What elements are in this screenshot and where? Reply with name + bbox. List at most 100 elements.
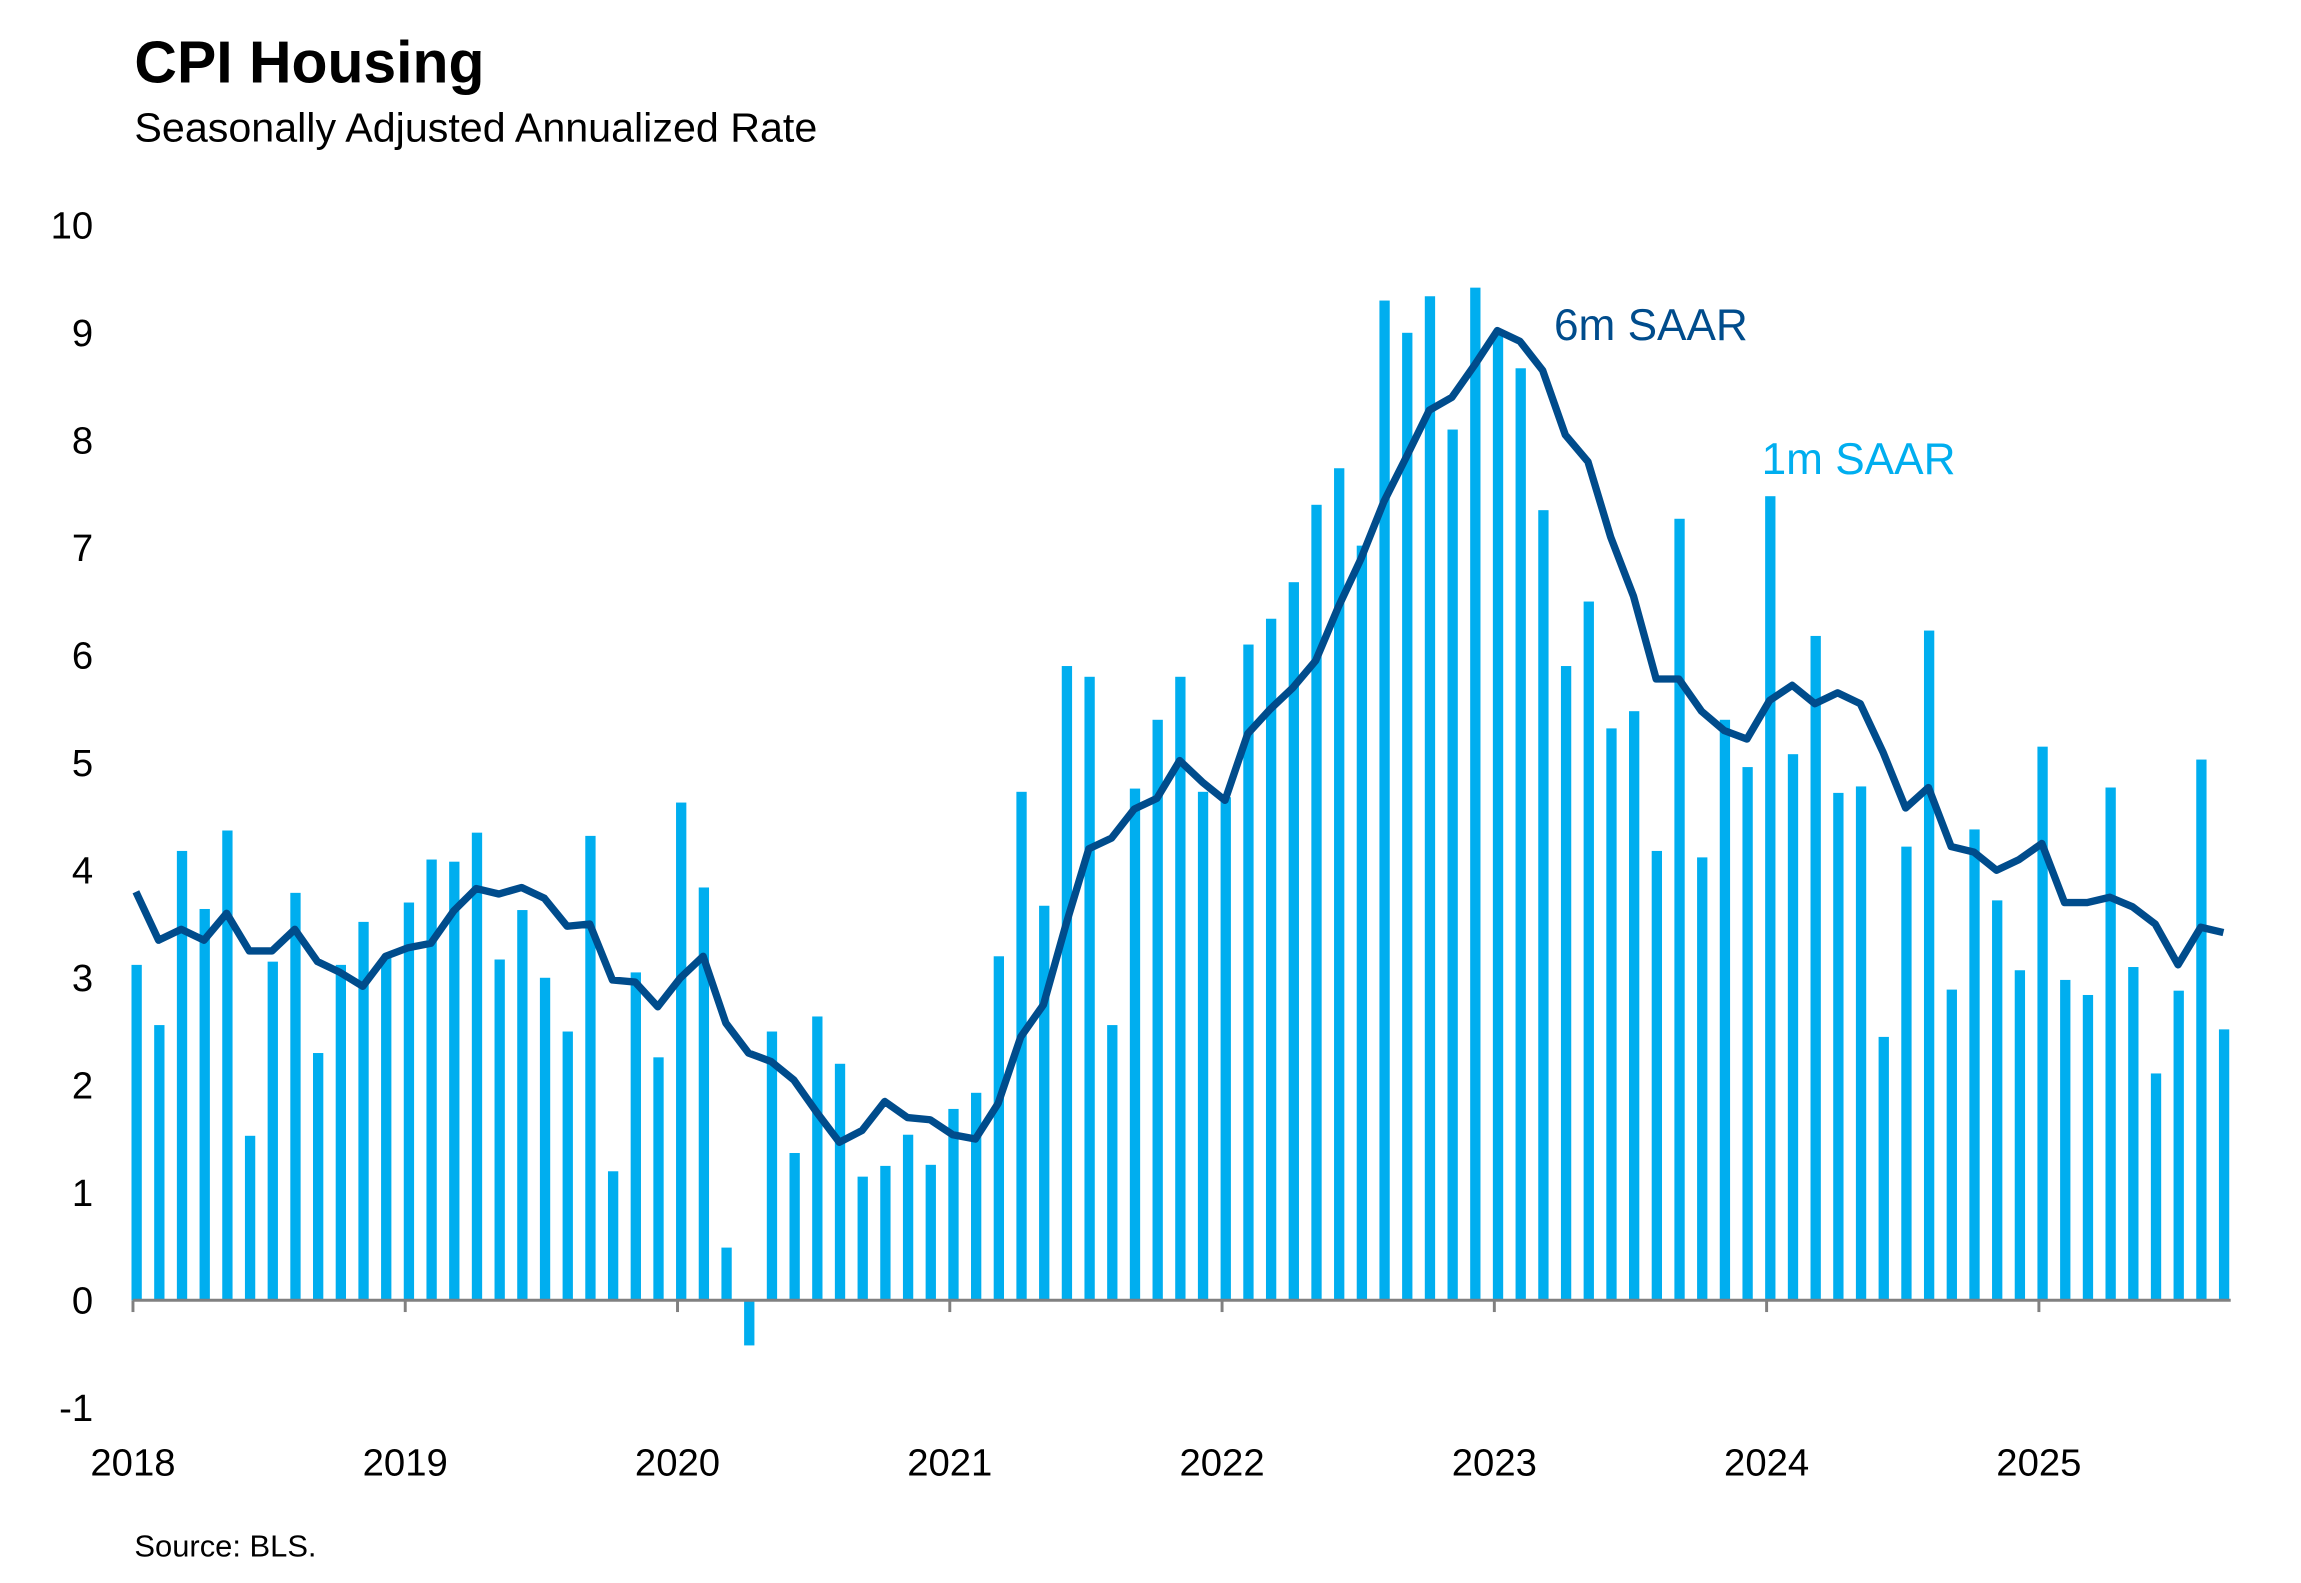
x-tick-label: 2018 xyxy=(90,1442,175,1485)
bar-1m-saar xyxy=(222,830,233,1301)
bar-1m-saar xyxy=(1039,905,1050,1301)
bar-1m-saar xyxy=(2105,787,2116,1301)
bar-1m-saar xyxy=(1719,719,1731,1301)
bar-1m-saar xyxy=(2014,970,2026,1301)
chart-subtitle: Seasonally Adjusted Annualized Rate xyxy=(134,104,817,150)
line-6m-saar xyxy=(132,326,2225,1146)
bar-1m-saar xyxy=(1810,635,1821,1301)
y-tick-label: 1 xyxy=(72,1172,93,1215)
bar-1m-saar xyxy=(267,961,278,1301)
bar-1m-saar xyxy=(789,1152,800,1301)
bar-1m-saar xyxy=(199,908,210,1301)
bar-1m-saar xyxy=(1629,711,1640,1301)
bar-1m-saar xyxy=(471,832,483,1301)
bar-1m-saar xyxy=(1742,767,1753,1301)
bar-1m-saar xyxy=(244,1135,256,1301)
source-note: Source: BLS. xyxy=(134,1528,316,1563)
bar-1m-saar xyxy=(1606,728,1617,1301)
bar-1m-saar xyxy=(1175,676,1186,1301)
bar-1m-saar xyxy=(857,1176,868,1301)
bar-1m-saar xyxy=(812,1016,823,1301)
y-tick-label: 9 xyxy=(72,312,93,355)
bar-1m-saar xyxy=(607,1171,619,1301)
bar-1m-saar xyxy=(313,1053,324,1301)
bar-1m-saar xyxy=(1061,666,1073,1301)
bar-1m-saar xyxy=(1220,797,1231,1301)
bar-1m-saar xyxy=(971,1092,982,1301)
bar-1m-saar xyxy=(1833,792,1844,1301)
y-tick-label: 2 xyxy=(72,1065,93,1108)
bar-1m-saar xyxy=(1787,754,1799,1301)
bar-1m-saar xyxy=(494,959,505,1301)
bar-1m-saar xyxy=(1288,582,1299,1301)
bar-1m-saar xyxy=(1515,368,1526,1301)
bar-1m-saar xyxy=(154,1025,165,1301)
bar-1m-saar xyxy=(1946,989,1957,1301)
bars-1m-saar xyxy=(131,287,2230,1346)
bar-1m-saar xyxy=(1992,900,2003,1301)
bar-1m-saar xyxy=(426,859,437,1301)
x-tick-label: 2023 xyxy=(1452,1442,1537,1485)
y-tick-label: 10 xyxy=(51,205,94,248)
bar-1m-saar xyxy=(653,1057,664,1301)
y-tick-label: 3 xyxy=(72,957,93,1000)
bar-1m-saar xyxy=(1152,719,1163,1301)
bar-1m-saar xyxy=(1447,429,1458,1301)
bar-1m-saar xyxy=(1901,846,1912,1301)
bar-1m-saar xyxy=(676,802,687,1301)
bar-1m-saar xyxy=(290,892,301,1301)
bar-1m-saar xyxy=(1311,504,1322,1301)
bar-1m-saar xyxy=(1379,300,1390,1301)
bar-1m-saar xyxy=(1356,545,1368,1301)
bar-1m-saar xyxy=(2037,746,2048,1301)
bar-1m-saar xyxy=(403,902,415,1301)
bar-1m-saar xyxy=(880,1165,891,1301)
bar-1m-saar xyxy=(721,1247,732,1301)
y-tick-label: 4 xyxy=(72,850,93,893)
bar-1m-saar xyxy=(2196,759,2207,1301)
bar-1m-saar xyxy=(562,1031,573,1301)
x-tick-label: 2019 xyxy=(363,1442,448,1485)
bar-1m-saar xyxy=(1855,786,1867,1301)
bar-1m-saar xyxy=(1402,332,1413,1301)
bar-1m-saar xyxy=(539,977,551,1301)
bar-1m-saar xyxy=(2128,967,2139,1301)
bar-1m-saar xyxy=(925,1164,936,1301)
bar-1m-saar xyxy=(358,921,369,1301)
bar-1m-saar xyxy=(1334,468,1345,1301)
x-tick-label: 2022 xyxy=(1179,1442,1264,1485)
y-tick-label: 7 xyxy=(72,527,93,570)
bar-1m-saar xyxy=(1129,788,1141,1301)
bar-1m-saar xyxy=(1538,510,1549,1301)
bar-1m-saar xyxy=(1969,829,1980,1301)
bar-1m-saar xyxy=(1651,850,1663,1301)
bar-1m-saar xyxy=(335,964,347,1301)
bar-1m-saar xyxy=(2060,979,2071,1301)
bar-1m-saar xyxy=(1765,496,1776,1301)
label-6m-saar: 6m SAAR xyxy=(1554,301,1748,350)
bar-1m-saar xyxy=(1016,791,1027,1301)
bar-1m-saar xyxy=(993,956,1005,1301)
x-tick-label: 2025 xyxy=(1996,1442,2081,1485)
bar-1m-saar xyxy=(2082,994,2094,1301)
bar-1m-saar xyxy=(2218,1029,2230,1301)
y-tick-label: 6 xyxy=(72,635,93,678)
bar-1m-saar xyxy=(1583,601,1594,1301)
bar-1m-saar xyxy=(381,956,392,1301)
label-1m-saar: 1m SAAR xyxy=(1762,435,1956,484)
bar-1m-saar xyxy=(1697,857,1708,1301)
y-tick-label: 0 xyxy=(72,1280,93,1323)
bar-1m-saar xyxy=(1470,287,1481,1301)
bar-1m-saar xyxy=(834,1063,846,1301)
bar-1m-saar xyxy=(449,861,460,1301)
bar-1m-saar xyxy=(585,835,596,1301)
bar-1m-saar xyxy=(1197,791,1209,1301)
bar-1m-saar xyxy=(1560,666,1572,1301)
bar-1m-saar xyxy=(1923,630,1935,1301)
bar-1m-saar xyxy=(1674,518,1685,1301)
x-tick-label: 2024 xyxy=(1724,1442,1809,1485)
bar-1m-saar xyxy=(948,1108,959,1301)
bar-1m-saar xyxy=(2173,990,2184,1301)
bar-1m-saar xyxy=(176,850,188,1301)
